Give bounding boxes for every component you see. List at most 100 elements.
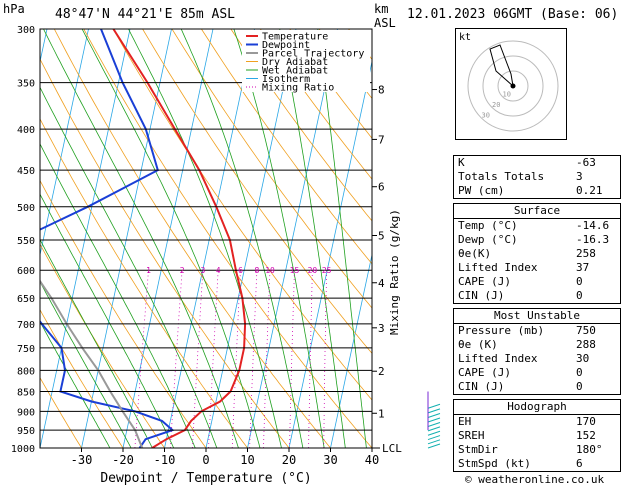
most-unstable-key: Lifted Index (458, 352, 538, 365)
hodograph-panel: 10 20 30 kt (455, 28, 567, 140)
footer-credit: © weatheronline.co.uk (465, 473, 605, 486)
hodograph-stat-row: EH 170 (454, 415, 620, 429)
wet-adiabat (279, 29, 346, 448)
mixing-ratio-line (289, 270, 295, 448)
surface-key: Dewp (°C) (458, 233, 518, 246)
wet-adiabat (40, 86, 218, 448)
wind-barb (427, 430, 441, 436)
surface-row: θe(K) 258 (454, 247, 620, 261)
wet-adiabat (40, 143, 196, 448)
isotherm-line (288, 59, 372, 448)
dry-adiabat (171, 29, 372, 309)
x-tick-label: 30 (323, 453, 337, 467)
hodograph-stat-key: StmDir (458, 443, 498, 456)
hodograph-stats-title: Hodograph (454, 400, 620, 415)
dry-adiabat (289, 29, 372, 139)
index-value: 0.21 (576, 184, 603, 197)
pressure-tick-label: 450 (17, 166, 35, 177)
dry-adiabat (142, 29, 372, 354)
most-unstable-row: CIN (J) 0 (454, 380, 620, 394)
hodograph-ring-label: 30 (482, 112, 490, 120)
pressure-tick-label: 300 (17, 25, 35, 36)
mixing-ratio-label: 6 (238, 266, 243, 275)
most-unstable-key: Pressure (mb) (458, 324, 545, 337)
location-title: 48°47'N 44°21'E 85m ASL (55, 7, 236, 22)
hodograph-stat-key: EH (458, 415, 472, 428)
mixing-ratio-line (208, 270, 219, 448)
mixing-ratio-label: 20 (308, 266, 318, 275)
lcl-label: LCL (382, 442, 402, 455)
most-unstable-value: 750 (576, 324, 596, 337)
hodograph-stat-value: 6 (576, 457, 583, 470)
dry-adiabat (40, 58, 290, 448)
hodograph-stat-value: 152 (576, 429, 596, 442)
surface-row: Dewp (°C) -16.3 (454, 233, 620, 247)
km-tick-label: 1 (378, 407, 385, 420)
hodograph-stat-value: 170 (576, 415, 596, 428)
pressure-tick-label: 350 (17, 79, 35, 90)
surface-value: 0 (576, 275, 583, 288)
surface-key: CIN (J) (458, 289, 505, 302)
pressure-tick-label: 950 (17, 426, 35, 437)
surface-row: Lifted Index 37 (454, 261, 620, 275)
km-tick-label: 6 (378, 181, 385, 194)
dry-adiabat (40, 179, 207, 448)
dry-adiabat (40, 308, 124, 448)
x-tick-label: 20 (282, 453, 296, 467)
index-row: Totals Totals 3 (454, 170, 620, 184)
x-tick-label: -20 (112, 453, 134, 467)
mixing-ratio-line (170, 270, 183, 448)
pressure-tick-label: 650 (17, 294, 35, 305)
surface-value: 37 (576, 261, 590, 274)
isotherm-line (40, 29, 89, 257)
mixing-ratio-label: 4 (216, 266, 221, 275)
hodograph-stat-row: SREH 152 (454, 429, 620, 443)
hodograph-stats-box: Hodograph EH 170 SREH 152 StmDir 180° StmSpd (… (453, 399, 621, 472)
pressure-tick-label: 550 (17, 236, 35, 247)
wind-barb (427, 412, 441, 418)
x-tick-label: -30 (71, 453, 93, 467)
surface-box: Surface Temp (°C) -14.6 Dewp (°C) -16.3 θe(K… (453, 203, 621, 304)
x-axis-label: Dewpoint / Temperature (°C) (100, 471, 311, 486)
dry-adiabat (200, 29, 372, 265)
surface-key: Lifted Index (458, 261, 538, 274)
mixing-ratio-label: 1 (146, 266, 151, 275)
hodograph-ring (467, 40, 559, 132)
surface-value: -16.3 (576, 233, 610, 246)
x-tick-label: -10 (154, 453, 176, 467)
dry-adiabat (40, 118, 248, 448)
pressure-tick-label: 600 (17, 266, 35, 277)
most-unstable-row: CAPE (J) 0 (454, 366, 620, 380)
most-unstable-value: 0 (576, 366, 583, 379)
pressure-tick-label: 750 (17, 344, 35, 355)
mixing-ratio-line (323, 270, 328, 448)
x-tick-label: 40 (365, 453, 379, 467)
most-unstable-value: 288 (576, 338, 596, 351)
pressure-tick-label: 800 (17, 366, 35, 377)
wet-adiabat (40, 280, 132, 448)
hodograph-ring (497, 70, 529, 102)
most-unstable-key: θe (K) (458, 338, 498, 351)
surface-row: CAPE (J) 0 (454, 275, 620, 289)
index-key: Totals Totals (458, 170, 545, 183)
km-tick-label: 2 (378, 365, 385, 378)
legend-label: Dewpoint (262, 40, 310, 51)
wet-adiabat (40, 238, 153, 448)
wind-barb (427, 443, 441, 449)
isotherm-line (122, 29, 214, 448)
legend-bg (242, 30, 370, 92)
wet-adiabat (317, 29, 367, 448)
wind-barb (427, 408, 441, 414)
km-tick-label: 7 (378, 133, 385, 146)
most-unstable-box: Most Unstable Pressure (mb) 750 θe (K) 288 L… (453, 308, 621, 395)
x-tick-label: 10 (240, 453, 254, 467)
mixing-ratio-line (134, 270, 149, 448)
hodograph-stat-value: 180° (576, 443, 603, 456)
legend-label: Mixing Ratio (262, 83, 334, 94)
dry-adiabat (53, 29, 332, 448)
hodograph-stat-key: SREH (458, 429, 485, 442)
km-tick-label: 3 (378, 322, 385, 335)
hodograph-stat-row: StmDir 180° (454, 443, 620, 457)
pressure-tick-label: 400 (17, 125, 35, 136)
